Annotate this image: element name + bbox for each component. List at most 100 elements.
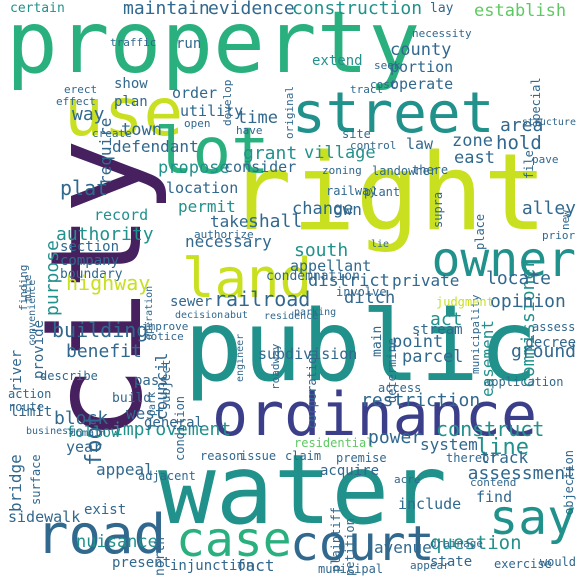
word-question: question [430, 532, 522, 554]
word-notice: notice [144, 330, 184, 343]
word-record: record [94, 206, 149, 224]
word-state: state [430, 554, 473, 570]
word-decree: decree [525, 335, 576, 351]
word-residential: residential [294, 436, 374, 450]
word-consider: consider [224, 158, 297, 176]
word-east: east [454, 148, 495, 168]
word-locate: locate [486, 268, 552, 289]
word-county: county [390, 40, 452, 60]
word-district: district [308, 271, 390, 291]
word-open: open [184, 117, 211, 130]
word-thereof: thereof [446, 451, 497, 465]
word-include: include [398, 495, 462, 513]
word-seek: seek [374, 59, 401, 72]
word-location: location [166, 179, 239, 197]
word-contend: contend [470, 476, 517, 489]
word-involve: involve [336, 285, 387, 299]
word-objection: objection [562, 449, 576, 515]
word-original: original [283, 85, 296, 139]
word-benefit: benefit [66, 341, 142, 362]
word-lot: lot [154, 115, 270, 189]
word-subject: subject [159, 359, 173, 411]
word-place: place [473, 213, 487, 250]
word-prior: prior [542, 229, 576, 242]
word-plat: plat [60, 176, 109, 200]
word-pass: pass [134, 373, 168, 389]
word-opinion: opinion [490, 291, 566, 312]
word-issue: issue [240, 449, 277, 463]
word-site: site [342, 127, 371, 141]
word-necessity: necessity [412, 27, 472, 40]
word-parcel: parcel [402, 347, 464, 367]
word-own: own [333, 200, 362, 219]
word-railroad: railroad [214, 287, 311, 311]
word-show: show [114, 76, 148, 92]
word-system: system [420, 435, 478, 454]
word-shall: shall [248, 211, 303, 232]
word-limit: limit [10, 404, 53, 420]
word-condemnation: condemnation [266, 269, 360, 284]
word-find: find [476, 488, 513, 506]
word-evidence: evidence [208, 0, 295, 19]
word-authorize: authorize [194, 228, 254, 241]
word-power: power [368, 427, 423, 448]
word-use: use [64, 74, 184, 151]
word-town: town [121, 120, 162, 140]
word-condition: condition [173, 395, 187, 461]
word-lay: lay [430, 1, 454, 16]
word-appear: appear [410, 559, 450, 572]
word-maintain: maintain [123, 0, 210, 19]
word-permit: permit [178, 197, 236, 216]
word-application: application [484, 375, 564, 389]
word-west: west [126, 404, 165, 423]
word-way: way [72, 104, 105, 125]
word-decision: decision [175, 310, 224, 321]
word-route: route [8, 400, 45, 414]
word-grant: grant [243, 143, 298, 164]
word-plant: plant [364, 185, 401, 199]
word-have: have [236, 124, 263, 137]
word-construction: construction [292, 0, 423, 19]
word-south: south [294, 240, 349, 261]
word-north: north [153, 536, 168, 576]
word-act: act [430, 309, 463, 330]
word-bridge: bridge [6, 453, 25, 512]
word-say: say [489, 490, 576, 546]
word-ditch: ditch [344, 288, 396, 308]
word-land: land [182, 247, 313, 310]
word-control: control [350, 139, 397, 152]
word-structure: structure [521, 117, 576, 128]
word-take: take [210, 212, 249, 231]
word-block: block [54, 408, 109, 429]
word-order: order [172, 84, 218, 102]
word-portion: portion [390, 58, 454, 76]
word-hold: hold [496, 132, 542, 154]
word-company: company [60, 253, 120, 269]
word-business: business [26, 426, 75, 437]
word-extend: extend [312, 53, 363, 69]
word-building: building [52, 318, 149, 342]
word-stream: stream [412, 322, 463, 338]
word-certain: certain [10, 1, 65, 16]
word-water: water [158, 434, 447, 546]
word-there: there [412, 163, 449, 177]
word-defendant: defendant [112, 137, 199, 156]
word-operation: operation [144, 285, 155, 340]
word-run: run [176, 36, 202, 52]
word-municipal: municipal [318, 562, 384, 576]
word-public: public [184, 290, 539, 404]
word-area: area [500, 115, 544, 136]
word-plan: plan [114, 94, 148, 110]
word-drainage: drainage [430, 537, 483, 550]
word-utility: utility [180, 102, 244, 120]
word-park: park [147, 391, 158, 416]
word-alley: alley [521, 198, 576, 219]
word-abut: abut [224, 310, 249, 321]
word-village: village [304, 143, 376, 163]
word-court: court [290, 516, 435, 572]
word-traffic: traffic [110, 36, 157, 49]
word-domain: domain [70, 428, 107, 439]
word-point: point [392, 332, 444, 352]
